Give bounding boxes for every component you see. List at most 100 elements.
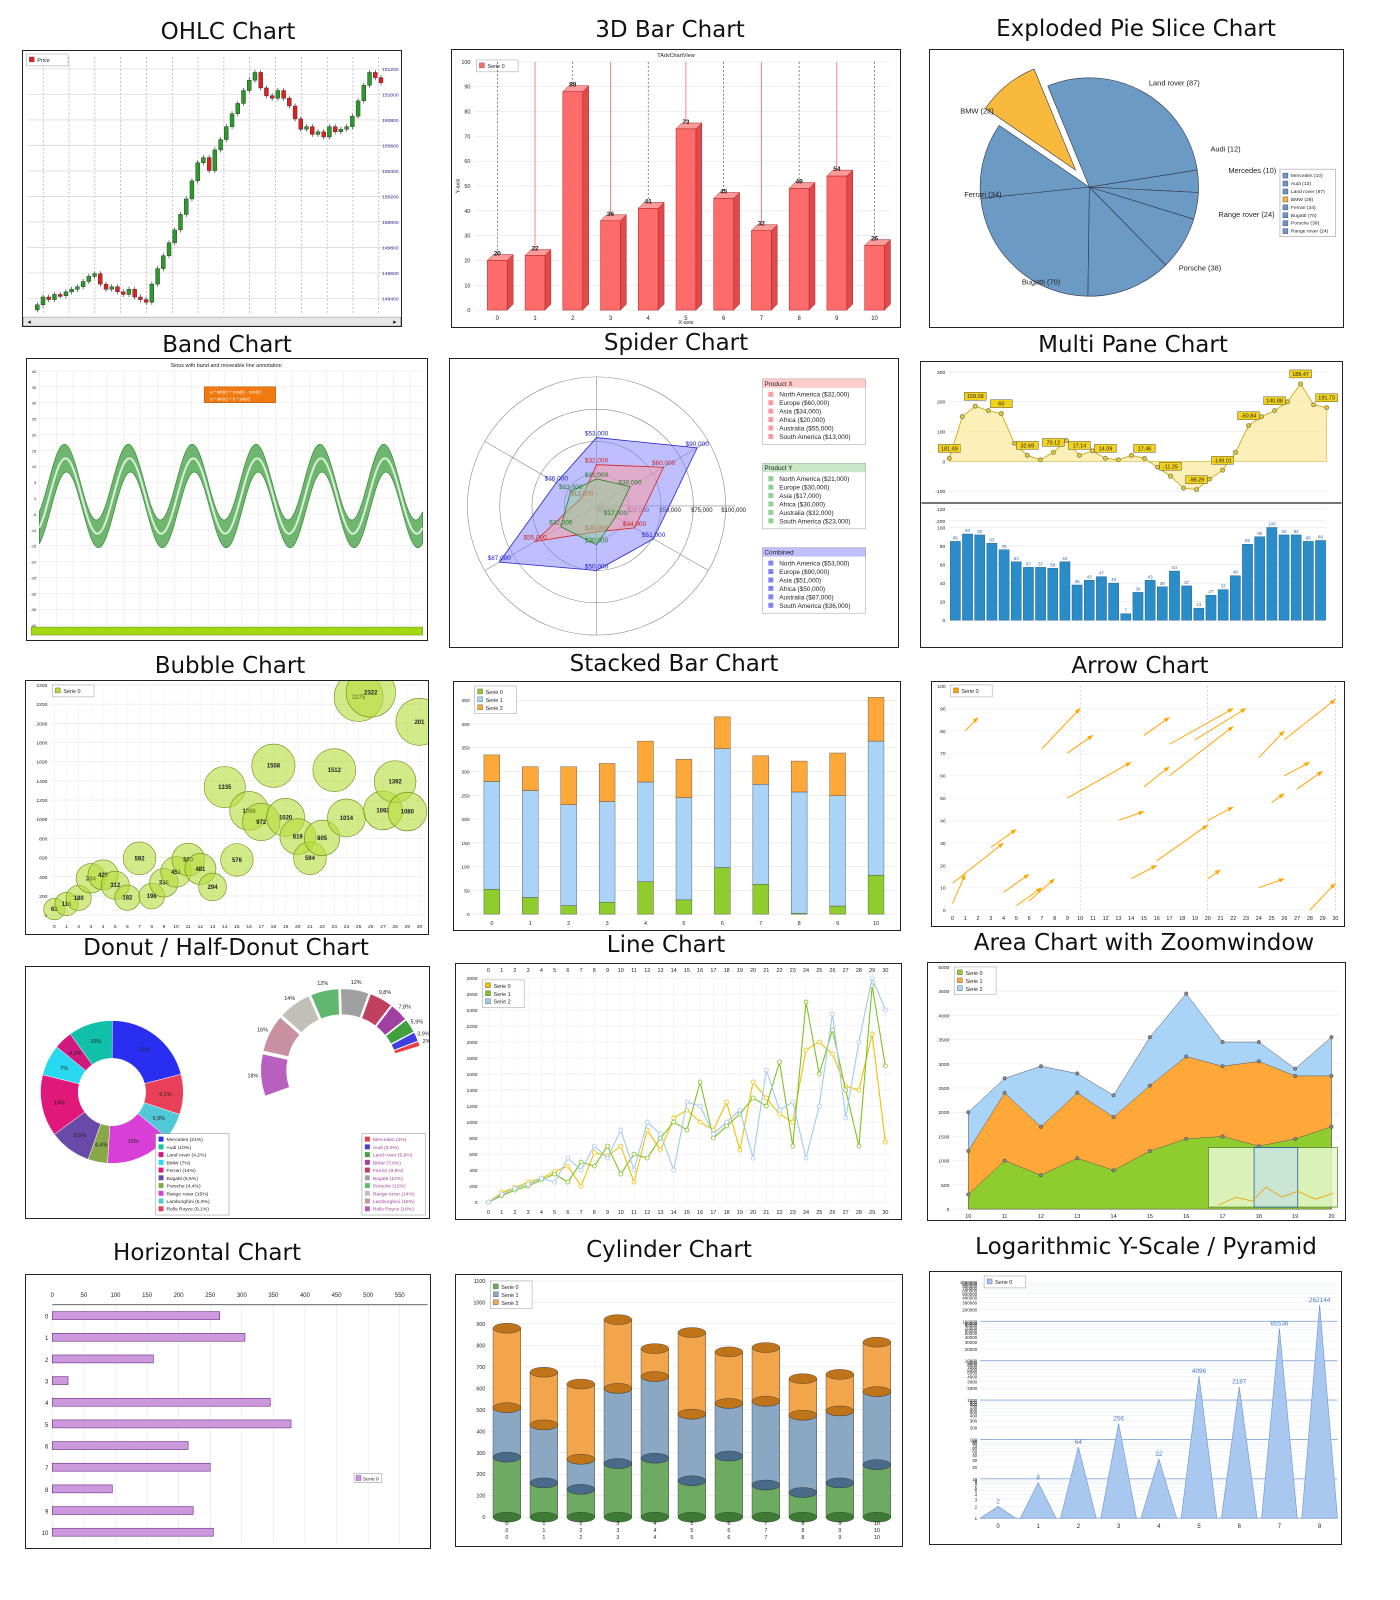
bubble-legend-swatch [55, 687, 61, 694]
pane-callout [990, 399, 1013, 408]
y-tick-label: 1200 [467, 1104, 478, 1110]
area-point [1220, 1064, 1225, 1069]
line-point [644, 1119, 650, 1125]
stacked-segment [791, 760, 808, 793]
ohlc-candle [35, 304, 40, 311]
spider-legend-label: South America ($36,000) [779, 603, 850, 610]
line-chart[interactable]: 0 200 400 600 800 1000 1200 1400 1600 1800 2000 220… [455, 963, 902, 1220]
arrow-head [1278, 878, 1285, 883]
log-chart[interactable]: 1 2 3 4 5 6 7 8 9 10 20 30 40 50 60 70 80 90 100 200 300 400 5… [929, 1271, 1342, 1545]
spider-chart[interactable]: $0,000$25,000$50,000$75,000$100,000$53,0… [449, 358, 899, 648]
bubble-chart[interactable]: 0 200 400 600 800 1000 1200 1400 1600 1800 2000 220… [25, 680, 429, 935]
arrow-head [1240, 708, 1247, 714]
pane-bar [1266, 527, 1278, 621]
x-tick-label: 23 [790, 1210, 796, 1216]
pane-callout [964, 392, 987, 401]
area-point [1111, 1168, 1116, 1173]
pane-point [1259, 414, 1265, 420]
bar3d-chart[interactable]: TAdvChartView 0 10 20 30 40 50 60 70 80 90 100 Y-axi… [451, 49, 901, 328]
y-tick-label: 100000 [962, 1319, 977, 1324]
pie-legend-label: Land rover (87) [1291, 189, 1325, 195]
pane-point [1168, 473, 1173, 479]
line-point [737, 1147, 743, 1153]
y-tick-label: 100 [461, 865, 470, 871]
scroll-left-icon: ◂ [27, 319, 31, 326]
y-tick-label: 1000 [967, 1398, 977, 1403]
spider-title: Spider Chart [603, 330, 749, 356]
y-tick-label: 5 [34, 480, 37, 485]
x-tick-label-top: 19 [737, 968, 743, 974]
bar [713, 198, 734, 311]
y-tick-label: 150200 [382, 194, 399, 200]
donut-legend-swatch [158, 1198, 164, 1204]
bar-value-label: 36 [607, 211, 615, 218]
arrow-head [1163, 717, 1170, 723]
y-tick-label: 300 [461, 770, 470, 776]
line-point [578, 1167, 584, 1173]
area-legend-swatch [957, 977, 963, 984]
pyramid-label: 2 [996, 1498, 1000, 1505]
ohlc-candle [109, 286, 114, 290]
band-chart[interactable]: Sinus with band and moveable line annota… [26, 358, 428, 641]
half-donut-legend [361, 1133, 426, 1216]
bar-value-label: 88 [569, 82, 577, 89]
pane-callout [1185, 475, 1208, 484]
pane-bar-label: 7 [1125, 608, 1128, 613]
y-tick-label: 5 [975, 1489, 978, 1494]
multipane-chart[interactable]: 300 200 100 0 -100 -200 181.49 159.09 60 32.69 70.… [920, 361, 1343, 648]
bubble-legend-label: Serie 0 [63, 689, 80, 695]
x-tick-label: 16 [246, 924, 252, 930]
x-tick-label: 13 [657, 1210, 663, 1216]
stacked-legend-swatch [477, 696, 483, 703]
stacked-segment [714, 748, 731, 868]
cylinder-bottom [788, 1410, 817, 1421]
line-point [830, 1011, 835, 1017]
pie-slice-label: Mercedes (10) [1228, 166, 1276, 175]
ohlc-chart[interactable]: 151200 151000 150800 150600 150400 150200 1500… [22, 50, 402, 327]
area-chart[interactable]: 0 500 1000 1500 2000 2500 3000 3500 4000 4500 5000… [927, 962, 1346, 1221]
cylinder-top [640, 1343, 670, 1354]
pane-bar-label: 36 [1160, 581, 1165, 586]
ohlc-candle [229, 113, 235, 127]
pane-bar-label: 30 [1135, 586, 1140, 591]
half-donut-label: 9,8% [379, 990, 392, 996]
pane-point [1233, 449, 1239, 455]
y-tick-label: 150000 [382, 220, 399, 226]
x-tick-label: 5 [682, 921, 685, 927]
area-point [1075, 1090, 1080, 1095]
x-tick-label: 7 [764, 1528, 767, 1534]
bar-side [846, 169, 853, 311]
bubble-label: 1335 [218, 785, 232, 791]
line-point [816, 1039, 822, 1045]
cylinder-body [566, 1383, 596, 1460]
line-point [803, 1155, 809, 1161]
y-tick-label: 2000 [36, 721, 47, 727]
x-tick-label: 22 [777, 1210, 783, 1216]
half-donut-slice [262, 1017, 300, 1057]
horizontal-chart[interactable]: 0 50 100 150 200 250 300 350 400 450 500 550 0 1 2 3 4 5 6… [25, 1274, 431, 1549]
cylinder-chart[interactable]: 0 100 200 300 400 500 600 700 800 900 1000 1100 Seri… [455, 1274, 903, 1547]
line-point [618, 1171, 624, 1177]
line-point [591, 1143, 597, 1149]
y-tick-label: 9 [975, 1479, 978, 1484]
line-point [605, 1155, 610, 1161]
x-tick-label: 7 [764, 1535, 767, 1541]
arrow-chart[interactable]: 0 10 20 30 40 50 60 70 80 90 100 0 1 2 3 4 5 6 7 8 9 10 11 12 13… [931, 681, 1345, 927]
donut-chart[interactable]: 21% 9,1% 5,9% 15% 4,4% 9,5% 14% 7% 4,2% 10% Merced… [25, 966, 430, 1219]
spider-legend-label: Africa ($20,000) [779, 417, 825, 424]
bubble-label: 592 [135, 856, 146, 862]
ohlc-candle [269, 95, 275, 99]
y-tick-label: -200 [935, 519, 945, 525]
stacked-chart[interactable]: 0 50 100 150 200 250 300 350 400 450 Serie 0 Serie … [453, 681, 901, 931]
band-annotation-label: a * sin(x) + cos(x) - cos(x) [210, 390, 261, 395]
pane-callout [1016, 441, 1039, 450]
pie-chart[interactable]: Mercedes (10) Audi (12) Range rover (24) Po… [929, 49, 1344, 328]
x-tick-label: 8 [1053, 916, 1056, 922]
pane-point [1024, 452, 1030, 458]
pyramid [1019, 1481, 1057, 1519]
area-point [966, 1148, 971, 1153]
donut-legend-swatch [158, 1136, 164, 1142]
y-tick-label: 50000 [965, 1331, 978, 1336]
line-point [763, 1095, 769, 1101]
pie-slice-label: Land rover (87) [1149, 79, 1200, 88]
